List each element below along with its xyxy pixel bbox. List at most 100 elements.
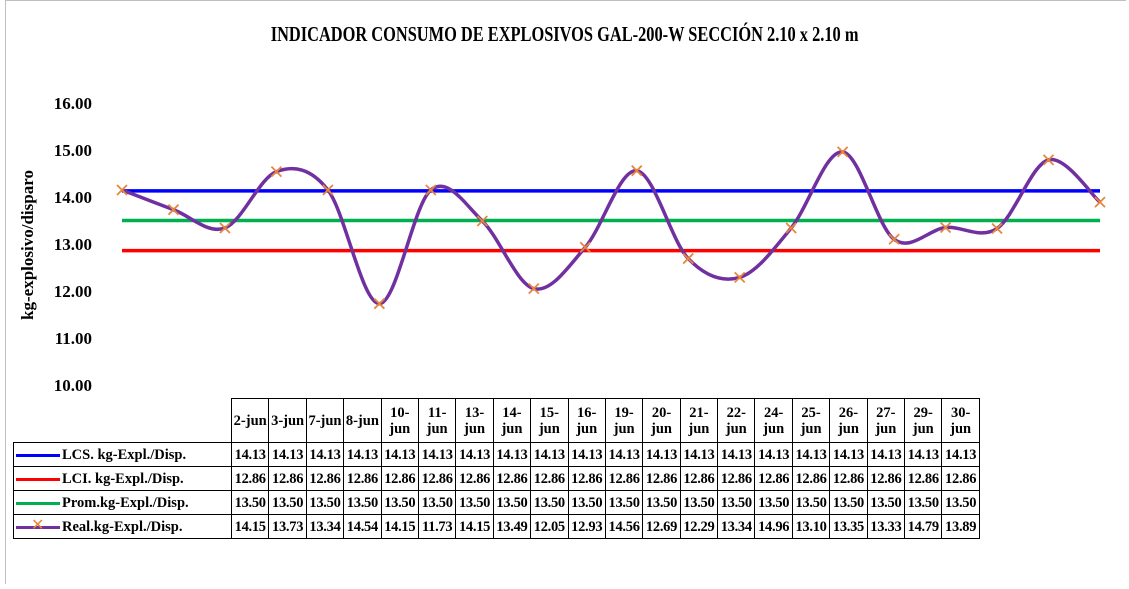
- y-tick-label: 11.00: [55, 329, 92, 348]
- data-label: 14.13: [268, 442, 307, 467]
- legend-label: Real.kg-Expl./Disp.: [62, 518, 183, 535]
- data-point-marker: [373, 298, 386, 310]
- table-row: LCS. kg-Expl./Disp. 14.13 14.13 14.13 14.13 1…: [13, 442, 980, 467]
- legend-entry: LCS. kg-Expl./Disp.: [13, 442, 232, 467]
- legend-entry: LCI. kg-Expl./Disp.: [13, 466, 232, 491]
- y-tick-label: 10.00: [54, 376, 92, 395]
- y-tick-label: 13.00: [54, 235, 92, 254]
- data-label: 14.13: [679, 442, 719, 467]
- data-label: 14.13: [417, 442, 457, 467]
- data-label: 12.86: [268, 466, 307, 491]
- data-point-marker: [939, 221, 952, 234]
- data-label: 14.13: [866, 442, 906, 467]
- x-tick-label: 29-jun: [904, 398, 943, 443]
- data-point-marker: [528, 283, 540, 295]
- data-point-marker: [579, 241, 591, 253]
- x-tick-label: 13-jun: [455, 398, 494, 443]
- data-label: 14.13: [829, 442, 868, 467]
- data-label: 12.86: [530, 466, 569, 491]
- data-point-marker: [991, 222, 1003, 235]
- data-label: 14.13: [343, 442, 382, 467]
- table-row: Prom.kg-Expl./Disp. 13.50 13.50 13.50 13.50 1…: [13, 490, 980, 515]
- data-label: 14.13: [717, 442, 756, 467]
- data-point-marker: [631, 165, 643, 177]
- data-label: 12.86: [567, 466, 606, 491]
- data-label: 14.13: [380, 442, 419, 467]
- data-label: 13.10: [791, 514, 831, 539]
- data-label: 13.50: [417, 490, 457, 515]
- table-corner: [14, 399, 232, 443]
- data-label: 11.73: [417, 514, 457, 539]
- data-label: 12.86: [380, 466, 419, 491]
- data-label: 13.50: [268, 490, 307, 515]
- data-point-marker: [836, 146, 849, 158]
- data-label: 12.86: [455, 466, 494, 491]
- data-label: 13.50: [829, 490, 868, 515]
- data-label: 14.13: [604, 442, 644, 467]
- data-label: 12.86: [230, 466, 270, 491]
- data-label: 14.13: [530, 442, 569, 467]
- y-tick-label: 12.00: [54, 282, 92, 301]
- data-label: 12.86: [305, 466, 345, 491]
- data-label: 14.15: [230, 514, 270, 539]
- data-point-marker: [734, 271, 746, 284]
- legend-label: LCS. kg-Expl./Disp.: [62, 446, 187, 463]
- x-tick-label: 27-jun: [866, 398, 906, 443]
- chart-frame: [5, 0, 1126, 584]
- x-tick-label: 8-jun: [343, 398, 382, 443]
- y-tick-label: 14.00: [54, 188, 92, 207]
- data-point-marker: [1094, 196, 1106, 208]
- data-label: 13.50: [305, 490, 345, 515]
- data-label: 14.13: [230, 442, 270, 467]
- data-label: 13.50: [455, 490, 494, 515]
- data-label: 13.50: [866, 490, 906, 515]
- data-label: 12.05: [530, 514, 569, 539]
- data-point-marker: [219, 222, 231, 234]
- data-point-marker: [116, 184, 128, 196]
- table-header-row: 2-jun 3-jun 7-jun 8-jun 10-jun 11-jun 13-jun 14…: [14, 398, 980, 443]
- y-tick-label: 16.00: [54, 94, 92, 113]
- data-label: 13.50: [941, 490, 980, 515]
- data-label: 12.29: [679, 514, 719, 539]
- x-tick-label: 10-jun: [380, 398, 419, 443]
- data-label: 14.79: [904, 514, 943, 539]
- x-tick-label: 30-jun: [941, 398, 980, 443]
- legend-entry: ✕ Real.kg-Expl./Disp.: [13, 514, 232, 539]
- x-tick-label: 20-jun: [642, 398, 681, 443]
- data-label: 13.50: [754, 490, 793, 515]
- data-label: 13.34: [717, 514, 756, 539]
- x-tick-label: 3-jun: [268, 398, 307, 443]
- x-tick-label: 7-jun: [305, 398, 345, 443]
- data-label: 12.86: [904, 466, 943, 491]
- legend-key-icon: ✕: [16, 518, 60, 534]
- plot-area: 10.00 11.00 12.00 13.00 14.00 15.00 16.00: [54, 94, 1106, 395]
- data-label: 12.86: [343, 466, 382, 491]
- data-label: 12.93: [567, 514, 606, 539]
- data-label: 13.34: [305, 514, 345, 539]
- data-label: 12.86: [604, 466, 644, 491]
- legend-label: Prom.kg-Expl./Disp.: [62, 494, 189, 511]
- data-label: 13.50: [604, 490, 644, 515]
- data-label: 13.49: [492, 514, 532, 539]
- data-label: 14.54: [343, 514, 382, 539]
- data-point-marker: [1042, 154, 1055, 166]
- x-tick-label: 25-jun: [791, 398, 831, 443]
- data-label: 14.13: [455, 442, 494, 467]
- data-label: 12.86: [642, 466, 681, 491]
- data-label: 12.86: [791, 466, 831, 491]
- x-tick-label: 11-jun: [417, 398, 457, 443]
- legend-key-icon: [16, 496, 60, 510]
- data-label: 14.56: [604, 514, 644, 539]
- data-label: 14.13: [642, 442, 681, 467]
- data-label: 13.50: [230, 490, 270, 515]
- x-tick-label: 26-jun: [829, 398, 868, 443]
- x-tick-label: 14-jun: [492, 398, 532, 443]
- data-label: 14.15: [380, 514, 419, 539]
- x-tick-label: 16-jun: [567, 398, 606, 443]
- data-label: 13.35: [829, 514, 868, 539]
- series-line: [121, 150, 1102, 306]
- data-point-marker: [476, 215, 488, 227]
- data-label: 14.13: [567, 442, 606, 467]
- data-label: 13.50: [343, 490, 382, 515]
- data-label: 13.50: [791, 490, 831, 515]
